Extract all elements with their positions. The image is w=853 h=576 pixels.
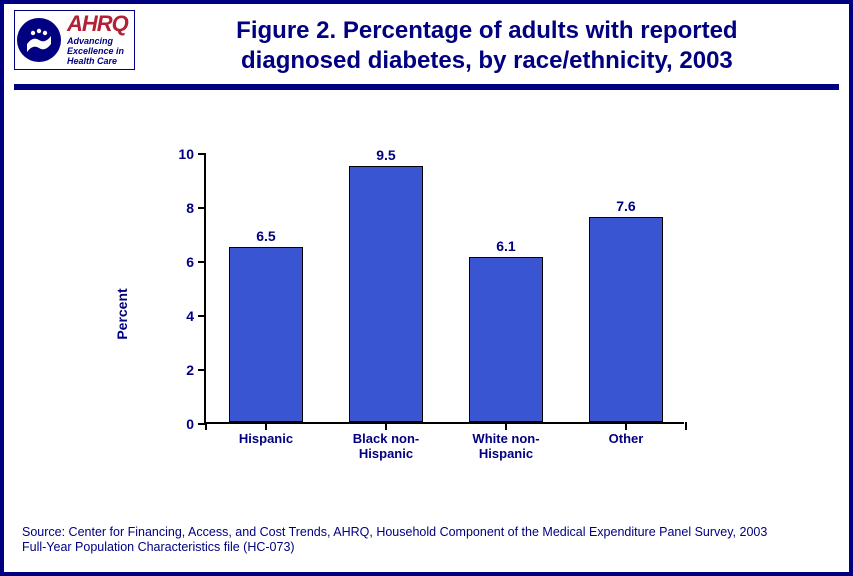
y-tick-label: 8 xyxy=(186,200,206,216)
y-tick-label: 10 xyxy=(178,146,206,162)
bar: 6.5 xyxy=(229,247,303,423)
y-axis-label: Percent xyxy=(114,288,130,339)
figure-frame: AHRQ Advancing Excellence in Health Care… xyxy=(0,0,853,576)
figure-title: Figure 2. Percentage of adults with repo… xyxy=(155,16,819,76)
header: AHRQ Advancing Excellence in Health Care… xyxy=(4,4,849,76)
header-divider xyxy=(14,84,839,90)
x-tick xyxy=(685,422,687,430)
bar: 7.6 xyxy=(589,217,663,422)
bar-value-label: 9.5 xyxy=(376,147,395,167)
figure-title-block: Figure 2. Percentage of adults with repo… xyxy=(135,10,839,76)
plot-area: 02468106.5Hispanic9.5Black non-Hispanic6… xyxy=(204,154,684,424)
bar: 9.5 xyxy=(349,166,423,423)
ahrq-logo: AHRQ Advancing Excellence in Health Care xyxy=(67,13,128,67)
y-tick-label: 2 xyxy=(186,362,206,378)
source-citation: Source: Center for Financing, Access, an… xyxy=(22,525,831,556)
hhs-seal-icon xyxy=(17,18,61,62)
x-tick-label: Black non-Hispanic xyxy=(331,422,441,462)
x-tick-label: Hispanic xyxy=(211,422,321,447)
bar-value-label: 7.6 xyxy=(616,198,635,218)
y-tick-label: 6 xyxy=(186,254,206,270)
bar-value-label: 6.5 xyxy=(256,228,275,248)
ahrq-tagline: Advancing Excellence in Health Care xyxy=(67,37,128,67)
y-tick-label: 4 xyxy=(186,308,206,324)
ahrq-wordmark: AHRQ xyxy=(67,13,128,35)
x-tick xyxy=(205,422,207,430)
bar-chart: Percent 02468106.5Hispanic9.5Black non-H… xyxy=(154,134,714,494)
bar: 6.1 xyxy=(469,257,543,422)
bar-value-label: 6.1 xyxy=(496,238,515,258)
x-tick-label: White non-Hispanic xyxy=(451,422,561,462)
y-tick-label: 0 xyxy=(186,416,206,432)
logo-block: AHRQ Advancing Excellence in Health Care xyxy=(14,10,135,70)
x-tick-label: Other xyxy=(571,422,681,447)
